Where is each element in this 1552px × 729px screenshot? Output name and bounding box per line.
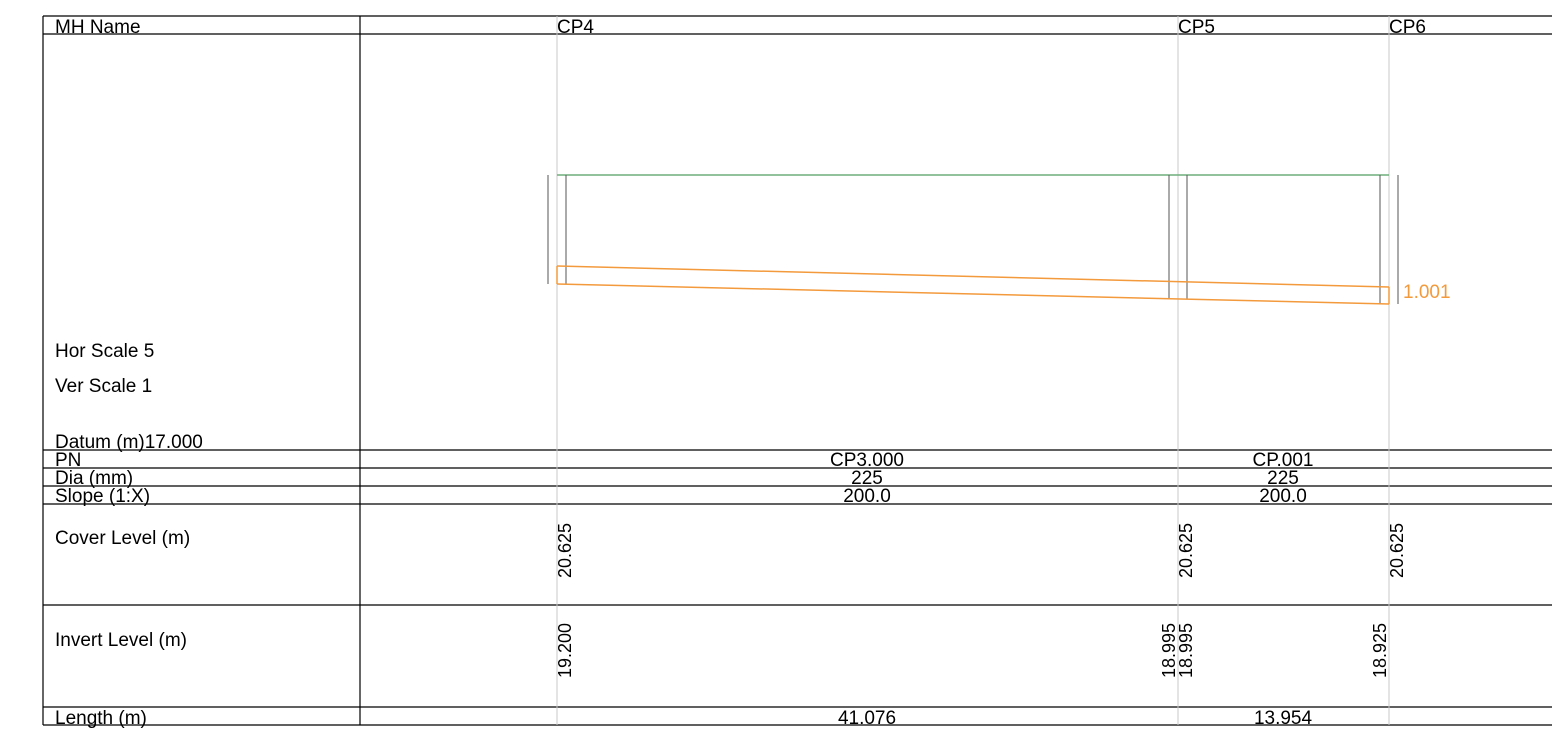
pipe-annotation: 1.001 — [1403, 282, 1451, 303]
pipe-profile — [556, 265, 1390, 305]
manhole-grid-lines — [556, 16, 1390, 725]
invert-level-cp5-out: 18.995 — [1176, 623, 1196, 678]
pipe-2-length: 13.954 — [1254, 708, 1313, 729]
label-slope: Slope (1:X) — [55, 486, 150, 507]
manhole-name-cp5: CP5 — [1178, 17, 1215, 38]
cover-level-cp4: 20.625 — [555, 523, 575, 578]
pipe-2-slope: 200.0 — [1259, 486, 1307, 507]
pipe-2-dia: 225 — [1267, 468, 1299, 489]
label-dia: Dia (mm) — [55, 468, 133, 489]
pipe-1-slope: 200.0 — [843, 486, 891, 507]
invert-level-cp6-in: 18.925 — [1370, 623, 1390, 678]
manhole-name-cp6: CP6 — [1389, 17, 1426, 38]
label-cover-level: Cover Level (m) — [55, 528, 190, 549]
label-hor-scale: Hor Scale 5 — [55, 341, 154, 362]
pipe-1-dia: 225 — [851, 468, 883, 489]
pipe-1-pn: CP3.000 — [830, 450, 904, 471]
pipe-invert-line — [556, 283, 1390, 305]
manhole-chambers — [547, 175, 1399, 304]
invert-level-cp5-in: 18.995 — [1159, 623, 1179, 678]
cover-level-cp5: 20.625 — [1176, 523, 1196, 578]
cover-level-cp6: 20.625 — [1387, 523, 1407, 578]
pipe-1-length: 41.076 — [838, 708, 896, 729]
pipe-2-pn: CP.001 — [1253, 450, 1314, 471]
invert-level-cp4-out: 19.200 — [555, 623, 575, 678]
table-frame — [42, 15, 1552, 726]
manhole-name-cp4: CP4 — [557, 17, 594, 38]
label-datum: Datum (m)17.000 — [55, 432, 203, 453]
label-ver-scale: Ver Scale 1 — [55, 376, 152, 397]
label-length: Length (m) — [55, 708, 147, 729]
label-mh-name: MH Name — [55, 17, 141, 38]
pipe-soffit-line — [556, 265, 1390, 288]
label-pn: PN — [55, 450, 81, 471]
label-invert-level: Invert Level (m) — [55, 630, 187, 651]
